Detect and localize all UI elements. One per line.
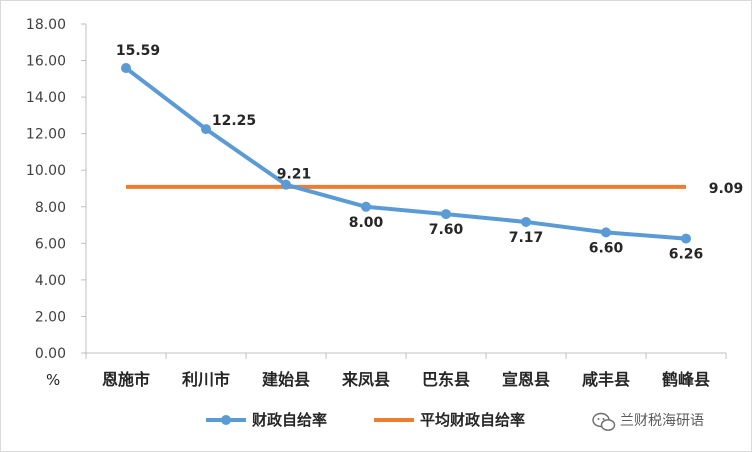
series-line-self-sufficiency bbox=[124, 66, 687, 241]
legend-label-2: 平均财政自给率 bbox=[420, 411, 525, 429]
watermark-text: 兰财税海研语 bbox=[620, 413, 704, 429]
x-category-label: 建始县 bbox=[262, 370, 310, 389]
x-category-label: 鹤峰县 bbox=[662, 370, 710, 389]
category-labels: 恩施市 利川市 建始县 来凤县 巴东县 宣恩县 咸丰县 鹤峰县 bbox=[102, 370, 710, 389]
data-label: 8.00 bbox=[349, 215, 384, 231]
series-layer bbox=[121, 63, 691, 244]
data-point bbox=[121, 63, 131, 74]
data-labels: 9.09 15.59 12.25 9.21 8.00 7.60 7.17 6.60 6.26 bbox=[116, 43, 743, 263]
data-label: 6.60 bbox=[589, 240, 624, 256]
y-tick-label: 18.00 bbox=[26, 17, 66, 33]
data-point bbox=[441, 209, 451, 220]
y-tick-label: 6.00 bbox=[35, 236, 66, 252]
data-point bbox=[201, 124, 211, 135]
y-unit-label: % bbox=[46, 371, 60, 389]
axes bbox=[81, 23, 727, 359]
x-category-label: 来凤县 bbox=[341, 370, 390, 389]
data-label: 12.25 bbox=[212, 113, 256, 129]
data-label-average: 9.09 bbox=[709, 181, 744, 197]
data-label: 6.26 bbox=[669, 247, 704, 263]
legend-marker-1 bbox=[221, 415, 231, 425]
y-tick-label: 4.00 bbox=[35, 273, 66, 289]
x-category-label: 咸丰县 bbox=[582, 370, 630, 389]
data-point bbox=[281, 179, 291, 190]
wechat-icon bbox=[592, 412, 616, 431]
y-tick-label: 10.00 bbox=[26, 163, 66, 179]
x-category-label: 利川市 bbox=[182, 370, 230, 389]
legend-label-1: 财政自给率 bbox=[252, 411, 327, 429]
data-label: 15.59 bbox=[116, 43, 160, 59]
legend: 财政自给率 平均财政自给率 bbox=[206, 411, 525, 429]
data-point bbox=[361, 201, 371, 212]
y-tick-label: 2.00 bbox=[35, 309, 66, 325]
data-point bbox=[601, 227, 611, 238]
x-category-label: 巴东县 bbox=[422, 370, 470, 389]
x-category-label: 宣恩县 bbox=[502, 370, 550, 389]
data-label: 7.17 bbox=[509, 230, 544, 246]
y-tick-label: 12.00 bbox=[26, 127, 66, 143]
data-label: 9.21 bbox=[277, 167, 312, 183]
y-tick-label: 14.00 bbox=[26, 90, 66, 106]
data-label: 7.60 bbox=[429, 222, 464, 238]
y-tick-labels: 0.00 2.00 4.00 6.00 8.00 10.00 12.00 14.00 16.00… bbox=[26, 17, 66, 362]
data-point bbox=[521, 216, 531, 227]
x-category-label: 恩施市 bbox=[102, 370, 150, 389]
y-tick-label: 16.00 bbox=[26, 54, 66, 70]
y-tick-label: 0.00 bbox=[35, 346, 66, 362]
y-tick-label: 8.00 bbox=[35, 200, 66, 216]
watermark: 兰财税海研语 bbox=[592, 412, 704, 431]
data-point bbox=[681, 233, 691, 244]
